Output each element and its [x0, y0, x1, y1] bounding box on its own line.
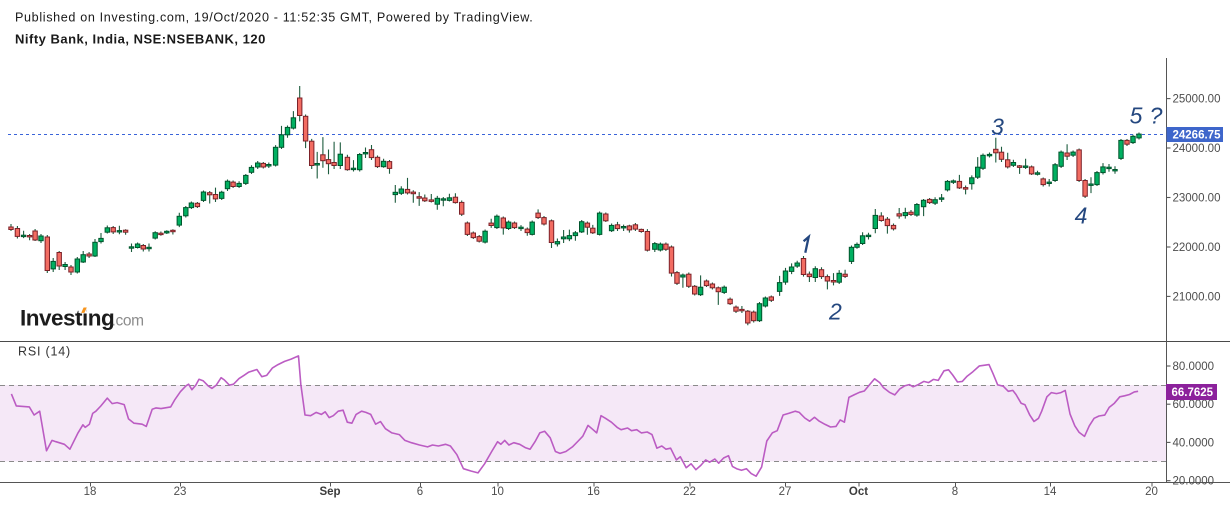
svg-text:21000.00: 21000.00	[1173, 291, 1221, 303]
svg-text:22000.00: 22000.00	[1173, 242, 1221, 254]
svg-text:60.0000: 60.0000	[1173, 399, 1215, 411]
svg-text:10: 10	[491, 486, 504, 498]
svg-text:66.7625: 66.7625	[1172, 387, 1214, 399]
svg-text:3: 3	[991, 114, 1004, 140]
svg-text:Nifty Bank, India, NSE:NSEBANK: Nifty Bank, India, NSE:NSEBANK, 120	[15, 32, 266, 47]
svg-text:Sep: Sep	[319, 486, 340, 498]
svg-text:25000.00: 25000.00	[1173, 94, 1221, 106]
svg-text:5: 5	[1130, 103, 1143, 129]
svg-text:80.0000: 80.0000	[1173, 361, 1215, 373]
svg-text:6: 6	[417, 486, 423, 498]
svg-text:24266.75: 24266.75	[1173, 130, 1222, 142]
svg-text:40.0000: 40.0000	[1173, 437, 1215, 449]
svg-text:2: 2	[828, 299, 842, 325]
svg-text:Oct: Oct	[849, 486, 868, 498]
svg-text:8: 8	[952, 486, 958, 498]
svg-text:20.0000: 20.0000	[1173, 476, 1215, 488]
svg-text:24000.00: 24000.00	[1173, 143, 1221, 155]
svg-text:18: 18	[84, 486, 97, 498]
svg-text:27: 27	[779, 486, 792, 498]
svg-text:Published on Investing.com, 19: Published on Investing.com, 19/Oct/2020 …	[15, 11, 533, 25]
svg-text:.com: .com	[112, 313, 144, 330]
svg-text:20: 20	[1145, 486, 1158, 498]
svg-text:23: 23	[174, 486, 187, 498]
svg-text:14: 14	[1044, 486, 1057, 498]
svg-text:Investing: Investing	[20, 306, 114, 331]
svg-text:RSI (14): RSI (14)	[18, 345, 71, 359]
svg-text:16: 16	[587, 486, 600, 498]
svg-text:?: ?	[1150, 103, 1163, 129]
svg-text:4: 4	[1075, 203, 1088, 229]
svg-text:23000.00: 23000.00	[1173, 193, 1221, 205]
svg-text:22: 22	[683, 486, 696, 498]
